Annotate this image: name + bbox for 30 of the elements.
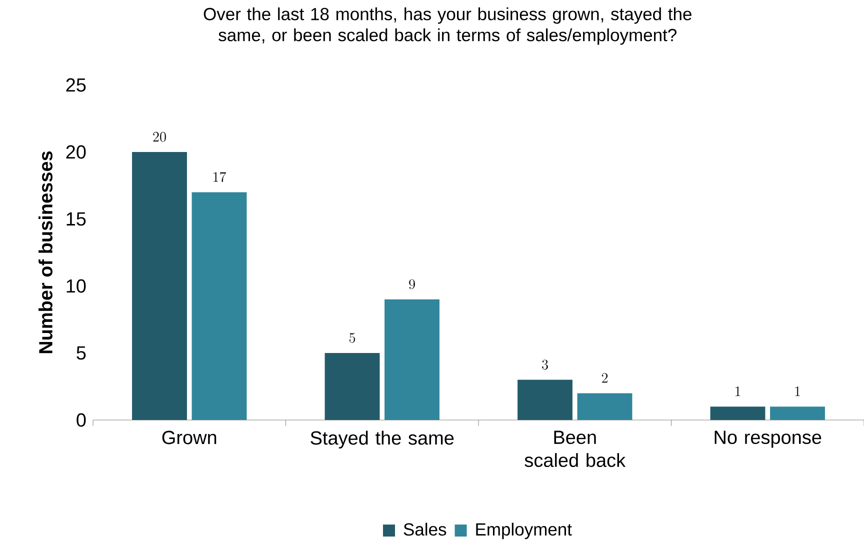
data-label: 17 — [214, 172, 226, 182]
data-label: 9 — [409, 279, 415, 290]
data-label: 1 — [795, 386, 800, 396]
legend-label: Employment — [476, 522, 572, 540]
bar — [577, 393, 632, 420]
y-tick-label: 10 — [66, 279, 86, 293]
data-label: 3 — [542, 360, 548, 370]
y-axis-title: Number of businesses — [38, 151, 52, 354]
y-tick-label: 5 — [76, 346, 86, 360]
x-tick-label: Stayed the same — [310, 430, 454, 448]
y-tick-label: 0 — [76, 413, 86, 427]
bar — [518, 380, 572, 420]
bar — [770, 406, 825, 420]
data-label: 20 — [153, 132, 166, 142]
bar — [384, 299, 440, 420]
data-label: 1 — [736, 386, 740, 396]
y-tick-label: 20 — [66, 145, 86, 159]
x-tick-label: No response — [714, 430, 822, 448]
y-tick-label: 15 — [66, 212, 86, 226]
bar — [324, 353, 380, 420]
bar — [192, 192, 247, 420]
legend-label: Sales — [404, 522, 446, 536]
x-tick-label: Grown — [162, 430, 216, 444]
data-label: 2 — [602, 373, 608, 383]
data-label: 5 — [349, 332, 356, 343]
bar — [710, 406, 766, 420]
x-tick-label: Been scaled back — [524, 430, 626, 468]
chart-title: Over the last 18 months, has your business grown, stayed the same, or been scaled back in terms of sales/employment? — [204, 7, 692, 45]
y-tick-label: 25 — [66, 78, 86, 92]
bar — [132, 152, 187, 420]
